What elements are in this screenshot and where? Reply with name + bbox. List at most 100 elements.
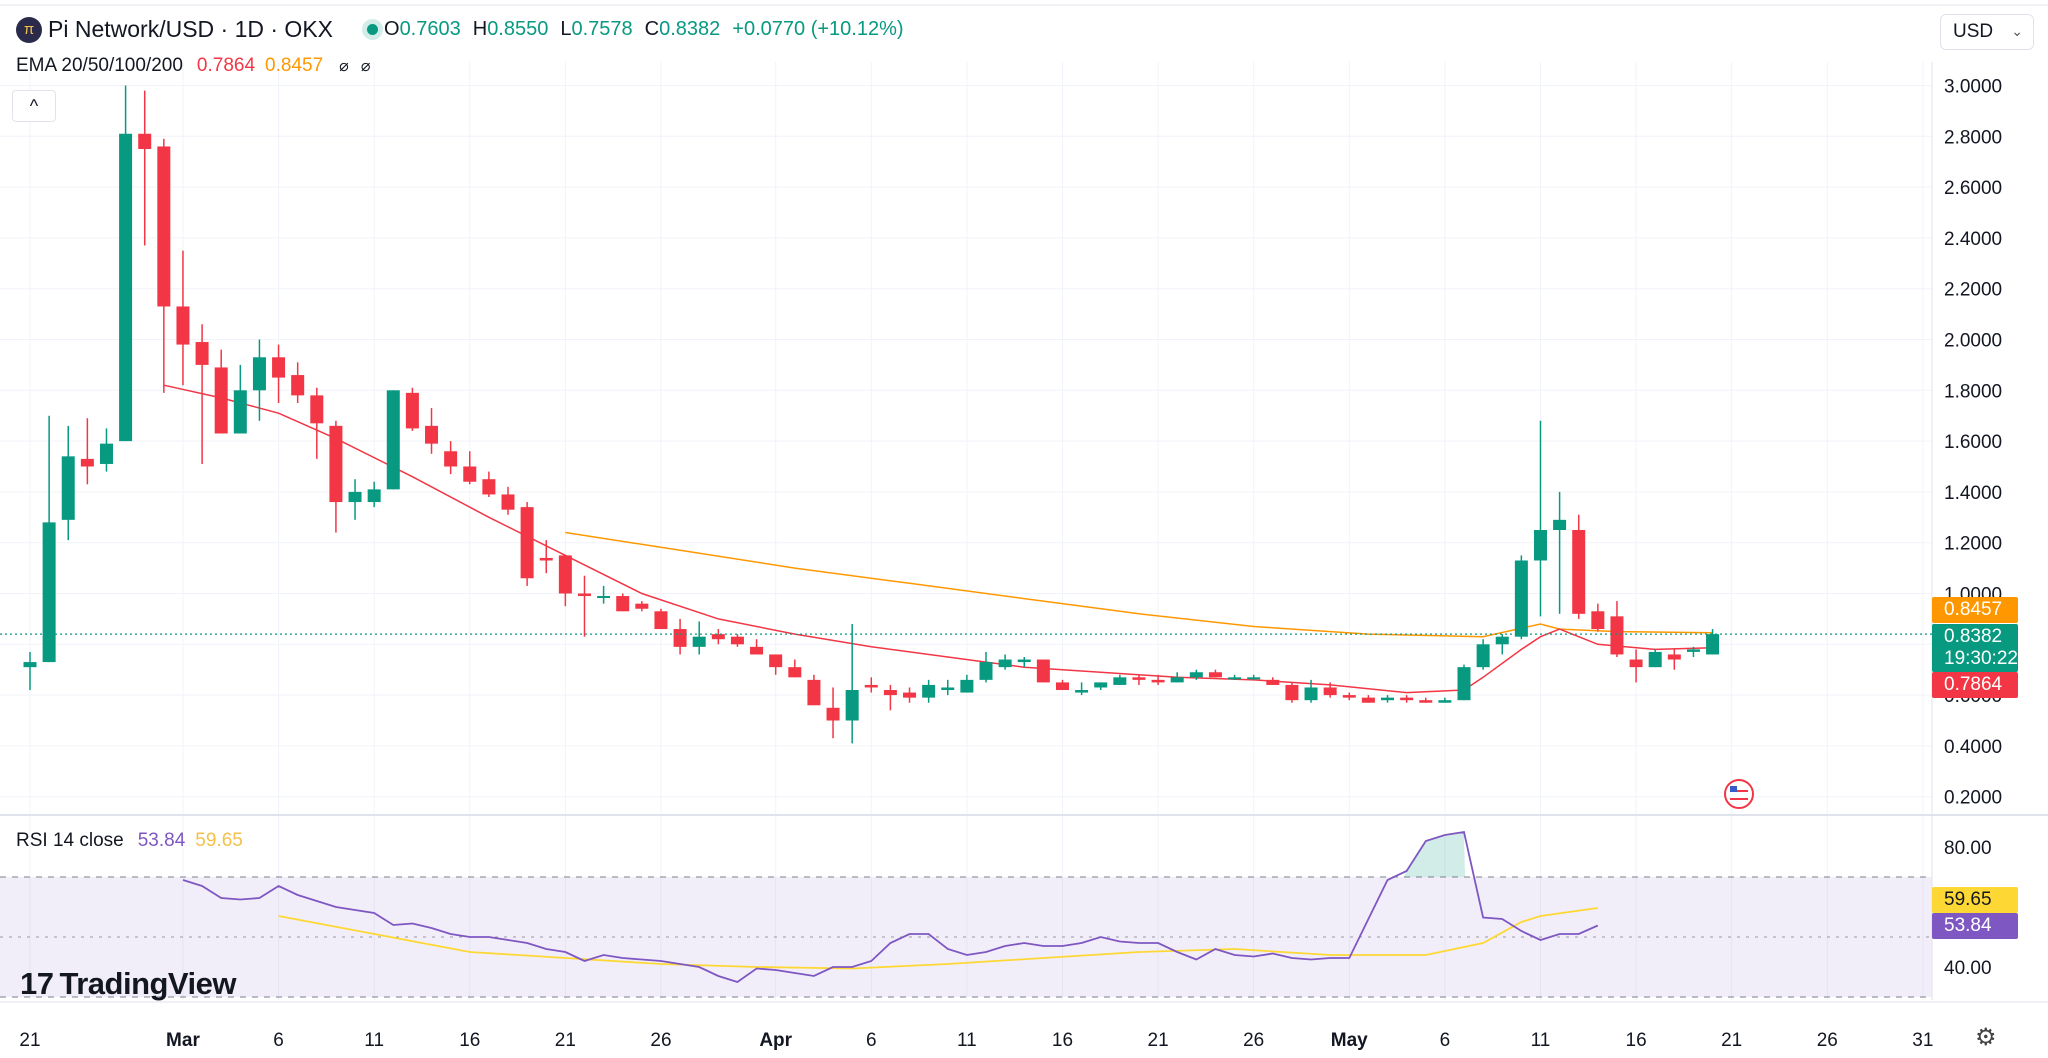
candle [1667,649,1681,670]
high-label: H [472,18,488,40]
time-tick-label: 11 [364,1030,384,1051]
candle [1075,682,1089,696]
currency-select[interactable]: USD ⌄ [1940,14,2034,50]
candle-body [310,395,324,424]
rsi-overbought-fill [1403,832,1465,877]
candle [1094,682,1108,691]
open-label: O [384,18,400,40]
candle [1304,679,1318,703]
candle-body [348,491,362,503]
candle-body [1017,659,1031,663]
ema20-price-tag-text: 0.7864 [1944,674,2003,695]
candle [1323,682,1337,698]
candle-body [386,390,400,490]
candle-body [1476,644,1490,668]
candle [577,575,591,637]
candle-body [1400,697,1414,701]
candle-body [1304,687,1318,701]
time-tick-label: 31 [1912,1030,1933,1051]
candle-body [1094,682,1108,688]
candle-body [1075,690,1089,693]
gear-icon[interactable]: ⚙ [1975,1024,1997,1051]
rsi-line [182,830,1599,983]
candle [1342,692,1356,701]
candle [1457,664,1471,701]
candle [845,623,859,744]
candle [482,471,496,497]
candle [1189,669,1203,680]
candle [1706,629,1720,655]
price-tick-label: 1.8000 [1944,381,2002,402]
candle-body [119,133,133,442]
rsi-value: 53.84 [137,830,186,851]
rsi-ma-value: 59.65 [195,830,243,851]
hidden-series-icon[interactable]: ⌀ [360,58,371,75]
candle-body [1266,679,1280,685]
price-tick-label: 0.2000 [1944,788,2002,809]
candle [1036,659,1050,683]
low-value: 0.7578 [571,18,633,40]
symbol-title[interactable]: Pi Network/USD · 1D · OKX [48,16,333,42]
candle-body [1361,697,1375,703]
candle-body [1323,687,1337,696]
candle [635,601,649,612]
candle-body [329,425,343,503]
candle [1572,514,1586,619]
rsi-label[interactable]: RSI 14 close [16,830,124,851]
rsi-legend[interactable]: RSI 14 close 53.84 59.65 [16,830,249,852]
candle-body [252,357,266,391]
candle [1247,674,1261,680]
candle-body [463,466,477,482]
candle-body [272,357,286,378]
candle [1285,682,1299,703]
pi-coin-icon[interactable]: π [16,16,42,43]
rsi-band [0,876,1932,998]
candle [1208,669,1222,678]
hidden-series-icon[interactable]: ⌀ [339,58,349,75]
candle [616,593,630,612]
rsi-tick-label: 80.00 [1944,838,1992,859]
collapse-legend-button[interactable]: ^ [12,90,56,122]
time-tick-label: 6 [866,1030,877,1051]
candle-body [1629,659,1643,668]
candle [883,684,897,711]
candle-body [1686,649,1700,652]
flag-stripe [1730,794,1748,796]
market-status-dot[interactable] [367,24,378,35]
low-label: L [560,18,572,40]
candle-body [845,690,859,721]
price-tick-label: 0.4000 [1944,737,2002,758]
candle [903,687,917,703]
time-tick-label: Apr [759,1030,792,1051]
candle [1381,695,1395,703]
candle-body [864,684,878,688]
candle [960,674,974,693]
ema20-line [163,384,1713,694]
time-tick-label: 26 [1243,1030,1264,1051]
time-tick-label: 11 [1531,1030,1551,1051]
candle-body [960,679,974,693]
candle-body [1667,654,1681,660]
time-tick-label: 21 [19,1030,40,1051]
tradingview-logo[interactable]: 17 TradingView [20,966,237,1002]
us-flag-icon [1724,779,1754,809]
candle [252,339,266,421]
candle-body [1514,560,1528,637]
candle-body [1457,667,1471,701]
candle [1648,649,1662,668]
rsi-tick-label: 40.00 [1944,958,1992,979]
candle-body [1189,672,1203,678]
candle [272,344,286,403]
candle-body [1036,659,1050,683]
symbol-legend: π Pi Network/USD · 1D · OKX O 0.7603 H 0.8… [16,16,916,43]
candle-body [979,662,993,680]
ema-label[interactable]: EMA 20/50/100/200 [16,55,183,76]
candle [119,85,133,442]
candle-body [195,342,209,365]
candle-body [80,458,94,467]
ema-legend[interactable]: EMA 20/50/100/200 0.7864 0.8457 ⌀ ⌀ [16,55,376,77]
chevron-up-icon: ^ [29,95,39,116]
candle-body [1228,677,1242,680]
candle [1170,672,1184,683]
